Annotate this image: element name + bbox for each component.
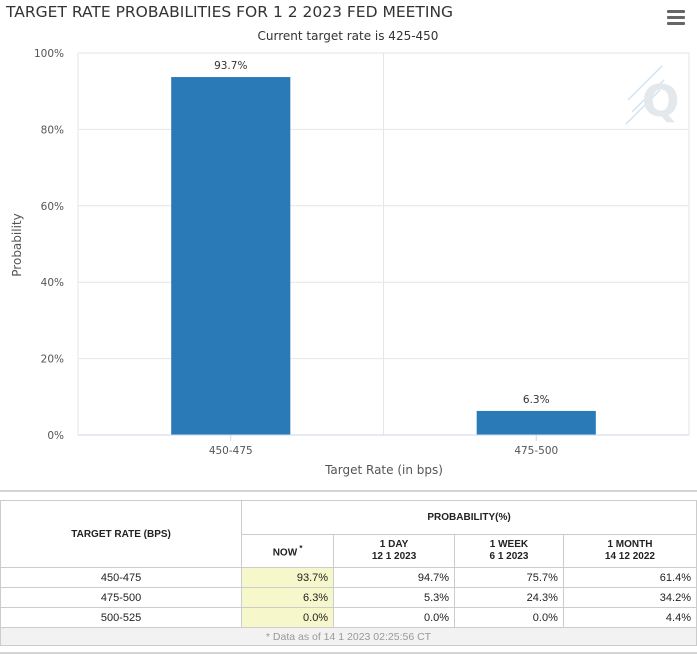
cell-now: 6.3% <box>241 587 335 608</box>
cell-rate: 450-475 <box>0 567 243 588</box>
chart-svg: TARGET RATE PROBABILITIES FOR 1 2 2023 F… <box>5 3 690 477</box>
bar-data-label: 93.7% <box>214 60 247 72</box>
table-row: 475-500 6.3% 5.3% 24.3% 34.2% <box>0 587 697 608</box>
table-row: 500-525 0.0% 0.0% 0.0% 4.4% <box>0 607 697 628</box>
target-rate-header: TARGET RATE (BPS) <box>0 500 243 568</box>
probability-header: PROBABILITY(%) <box>241 500 697 535</box>
chart-title: TARGET RATE PROBABILITIES FOR 1 2 2023 F… <box>5 3 453 21</box>
y-tick-label: 20% <box>41 354 64 366</box>
y-tick-label: 80% <box>41 124 64 136</box>
column-header-label: 1 DAY <box>379 539 409 550</box>
bottom-border <box>0 652 697 654</box>
section-divider <box>0 490 697 492</box>
x-tick-label: 475-500 <box>514 445 558 457</box>
column-header: 1 DAY 12 1 2023 <box>333 534 456 568</box>
x-axis-title: Target Rate (in bps) <box>324 463 443 477</box>
cell-month: 61.4% <box>562 567 697 588</box>
cell-month: 34.2% <box>562 587 697 608</box>
cell-week: 75.7% <box>454 567 564 588</box>
x-tick-label: 450-475 <box>209 445 253 457</box>
chart-menu-button[interactable] <box>667 10 685 26</box>
chart-subtitle: Current target rate is 425-450 <box>258 29 439 43</box>
footnote-marker: * <box>297 543 303 553</box>
probability-table: TARGET RATE (BPS) PROBABILITY(%) NOW * 1 … <box>0 500 697 646</box>
column-header-date: 14 12 2022 <box>604 551 655 562</box>
column-header-row: NOW * 1 DAY 12 1 2023 1 WEEK 6 1 2023 1 MONTH… <box>1 534 697 568</box>
data-timestamp-note: * Data as of 14 1 2023 02:25:56 CT <box>0 627 697 646</box>
bar[interactable] <box>171 77 291 435</box>
menu-line-icon <box>667 10 685 13</box>
bar[interactable] <box>476 410 596 435</box>
column-header-label: NOW <box>272 547 298 559</box>
watermark-letter: Q <box>642 76 679 127</box>
watermark-logo-icon: Q <box>625 65 679 127</box>
y-tick-label: 60% <box>41 201 64 213</box>
table-row: 450-475 93.7% 94.7% 75.7% 61.4% <box>0 567 697 588</box>
y-tick-label: 100% <box>34 48 64 60</box>
cell-day: 94.7% <box>333 567 456 588</box>
y-tick-label: 0% <box>47 430 64 442</box>
menu-line-icon <box>667 22 685 25</box>
cell-day: 5.3% <box>333 587 456 608</box>
bar-data-label: 6.3% <box>523 394 550 406</box>
cell-now: 0.0% <box>241 607 335 628</box>
cell-day: 0.0% <box>333 607 456 628</box>
column-header: 1 WEEK 6 1 2023 <box>454 534 564 568</box>
column-header-date: 12 1 2023 <box>371 551 417 562</box>
column-header-label: 1 WEEK <box>489 539 529 550</box>
y-axis-title: Probability <box>10 213 24 276</box>
probability-chart: TARGET RATE PROBABILITIES FOR 1 2 2023 F… <box>5 3 690 477</box>
cell-week: 0.0% <box>454 607 564 628</box>
cell-month: 4.4% <box>562 607 697 628</box>
cell-rate: 500-525 <box>0 607 243 628</box>
column-header-date: 6 1 2023 <box>489 551 529 562</box>
menu-line-icon <box>667 16 685 19</box>
cell-now: 93.7% <box>241 567 335 588</box>
cell-week: 24.3% <box>454 587 564 608</box>
column-header: 1 MONTH 14 12 2022 <box>562 534 697 568</box>
cell-rate: 475-500 <box>0 587 243 608</box>
y-tick-label: 40% <box>41 277 64 289</box>
column-header-label: 1 MONTH <box>607 539 653 550</box>
column-header: NOW * <box>241 534 335 568</box>
